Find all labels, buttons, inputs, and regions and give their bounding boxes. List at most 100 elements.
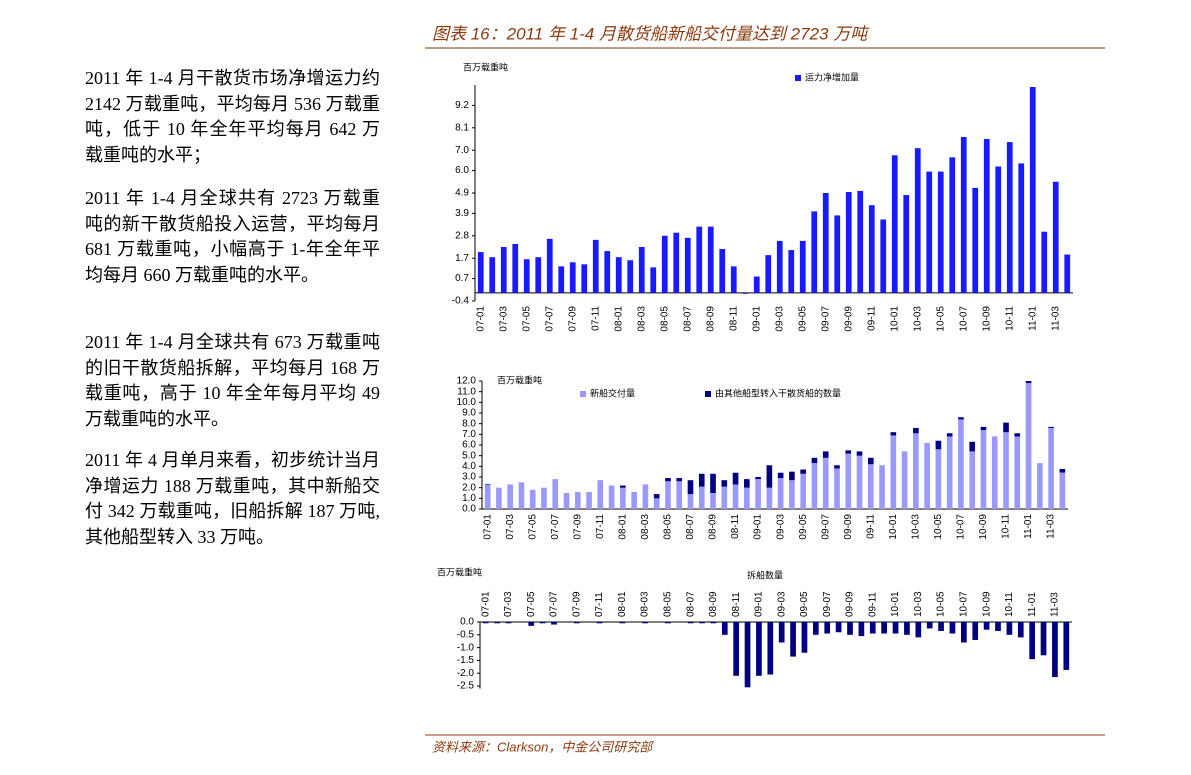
- x-tick-label: 08-09: [708, 591, 719, 617]
- x-tick-label: 09-03: [774, 306, 785, 332]
- bar: [890, 432, 897, 436]
- bar: [834, 465, 840, 469]
- bar: [847, 622, 853, 635]
- bar: [800, 473, 806, 509]
- bar: [710, 493, 716, 509]
- bar: [563, 493, 570, 509]
- x-tick-label: 08-11: [728, 306, 739, 331]
- bar: [972, 187, 979, 293]
- bar: [813, 622, 819, 635]
- x-tick-label: 10-11: [1004, 592, 1015, 617]
- x-tick-label: 07-05: [521, 306, 532, 332]
- x-tick-label: 09-09: [843, 514, 854, 540]
- x-tick-label: 07-07: [549, 591, 560, 617]
- bar: [789, 471, 795, 481]
- y-tick-label: 11.0: [457, 386, 476, 397]
- bar: [665, 478, 671, 482]
- bar: [824, 622, 831, 634]
- bar: [958, 417, 964, 420]
- bar: [892, 622, 899, 634]
- bar: [845, 191, 852, 293]
- x-tick-label: 07-03: [503, 591, 514, 617]
- y-tick-label: 8.1: [455, 122, 469, 133]
- bar: [627, 260, 634, 293]
- bar: [477, 252, 484, 293]
- bar: [991, 436, 998, 509]
- bar: [915, 622, 922, 638]
- x-tick-label: 11-03: [1050, 306, 1061, 331]
- bar: [1048, 427, 1054, 509]
- x-tick-label: 09-09: [843, 306, 854, 332]
- x-tick-label: 08-05: [663, 514, 674, 540]
- bar: [788, 250, 795, 293]
- bar: [958, 419, 964, 509]
- bar: [913, 433, 919, 509]
- chart-title: 拆船数量: [747, 570, 783, 582]
- x-tick-label: 10-05: [933, 514, 944, 540]
- y-tick-label: 0.7: [455, 273, 469, 284]
- bar: [1006, 142, 1013, 293]
- bar: [684, 237, 691, 293]
- x-tick-label: 10-05: [936, 591, 947, 617]
- x-tick-label: 09-01: [751, 306, 762, 332]
- bar: [1018, 163, 1025, 293]
- x-tick-label: 09-01: [754, 591, 765, 617]
- bar: [507, 484, 513, 509]
- bar: [937, 171, 944, 293]
- y-tick-label: 10.0: [457, 397, 477, 408]
- bar: [961, 622, 967, 643]
- bar: [642, 484, 649, 509]
- y-tick-label: 12.0: [457, 376, 477, 387]
- x-tick-label: 09-09: [845, 591, 856, 617]
- y-axis-label: 百万载重吨: [497, 375, 542, 387]
- bar: [586, 491, 592, 509]
- bar: [619, 622, 626, 624]
- bar: [744, 479, 750, 488]
- bar: [834, 215, 841, 293]
- bar: [755, 479, 761, 509]
- x-tick-label: 08-11: [730, 514, 741, 539]
- bar: [523, 259, 530, 293]
- bar: [881, 622, 887, 634]
- bar: [1063, 622, 1070, 670]
- bar: [880, 219, 887, 293]
- y-tick-label: 4.9: [455, 188, 469, 199]
- bar: [845, 450, 852, 454]
- bar: [631, 491, 637, 509]
- y-tick-label: 4.0: [462, 461, 476, 472]
- x-tick-label: 10-01: [888, 514, 899, 540]
- bar: [856, 455, 863, 509]
- paragraph: 2011 年 4 月单月来看，初步统计当月净增运力 188 万载重吨，其中新船交…: [85, 450, 380, 547]
- bar: [949, 622, 956, 634]
- x-tick-label: 09-05: [799, 591, 810, 617]
- bar: [687, 494, 694, 509]
- bar: [800, 469, 806, 474]
- bar: [482, 622, 489, 624]
- bar: [665, 481, 671, 509]
- x-tick-label: 08-03: [640, 514, 651, 540]
- legend-label: 新船交付量: [590, 388, 635, 400]
- bar: [822, 457, 829, 509]
- x-tick-label: 07-09: [572, 514, 583, 540]
- x-tick-label: 09-11: [866, 306, 877, 331]
- x-tick-label: 07-01: [482, 514, 493, 540]
- bar: [822, 451, 829, 458]
- bar: [960, 136, 967, 293]
- x-tick-label: 08-07: [685, 591, 696, 617]
- x-tick-label: 09-01: [753, 514, 764, 540]
- bar: [541, 487, 547, 509]
- bar: [1017, 622, 1024, 638]
- x-tick-label: 08-05: [662, 591, 673, 617]
- x-tick-label: 08-09: [708, 514, 719, 540]
- bar: [539, 622, 546, 624]
- bar: [696, 226, 703, 293]
- x-tick-label: 10-11: [1001, 514, 1012, 539]
- bar: [1059, 472, 1066, 509]
- bar: [767, 622, 774, 675]
- bar: [983, 139, 990, 293]
- y-tick-label: 9.0: [462, 408, 476, 419]
- bar: [935, 440, 942, 450]
- bar: [766, 465, 773, 488]
